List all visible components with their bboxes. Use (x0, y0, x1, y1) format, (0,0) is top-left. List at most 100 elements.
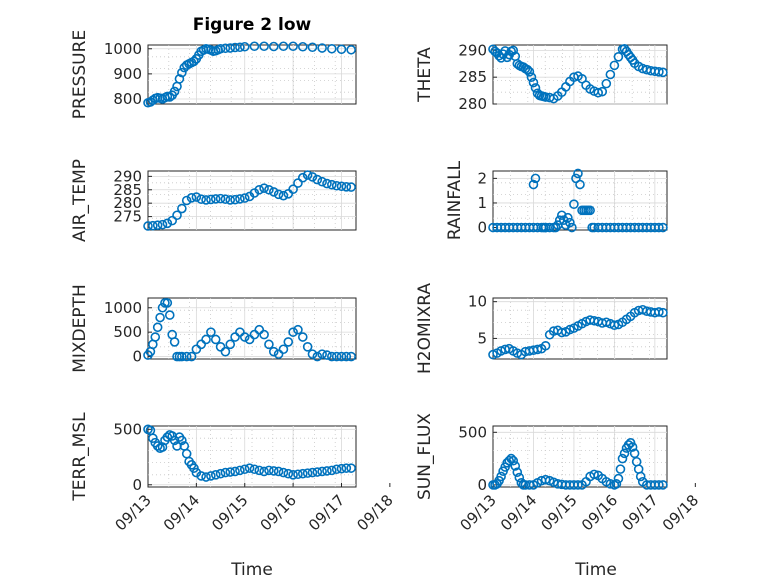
data-point (635, 471, 646, 482)
data-point (177, 435, 187, 446)
data-point (654, 480, 664, 490)
data-point (268, 41, 279, 52)
data-point (230, 42, 240, 53)
data-point (239, 41, 250, 52)
y-tick-label: 500 (113, 420, 142, 438)
x-tick-label: 09/17 (618, 491, 661, 534)
data-point (512, 467, 523, 478)
data-point (239, 464, 250, 475)
plot-area (492, 425, 668, 488)
data-point (268, 346, 279, 357)
data-point (288, 41, 298, 52)
data-point (264, 465, 274, 476)
data-point (278, 344, 289, 355)
y-tick-label: 280 (113, 194, 142, 212)
data-point (220, 346, 231, 357)
data-point (312, 467, 323, 477)
data-point (249, 464, 260, 475)
data-point (152, 322, 163, 333)
data-point (658, 307, 668, 318)
data-point (307, 172, 318, 182)
data-point (181, 351, 192, 362)
x-tick-label: 09/15 (537, 491, 580, 534)
data-point (658, 480, 668, 490)
y-axis-label: TERR_MSL (70, 412, 90, 502)
y-tick-label: 500 (458, 423, 487, 441)
data-point (613, 473, 624, 484)
data-point (259, 183, 269, 193)
data-point (528, 77, 539, 88)
data-point (609, 320, 620, 330)
data-point (239, 332, 250, 342)
data-point (327, 351, 337, 362)
data-point (259, 466, 269, 477)
y-tick-label: 1000 (104, 299, 142, 317)
data-point (220, 43, 231, 54)
data-point (157, 219, 168, 230)
data-point (617, 453, 628, 464)
data-point (627, 442, 638, 452)
data-point (268, 466, 279, 476)
data-point (249, 41, 260, 52)
y-tick-label: 2 (477, 169, 487, 187)
y-tick-label: 290 (113, 167, 142, 185)
data-point (336, 463, 347, 474)
data-point (273, 349, 284, 359)
data-point (283, 468, 294, 479)
data-point (152, 441, 163, 451)
data-point (312, 174, 323, 185)
y-axis-label: H2OMIXRA (415, 283, 435, 374)
data-point (196, 339, 207, 350)
data-point (230, 466, 240, 477)
data-point (565, 217, 575, 228)
data-point (327, 43, 337, 54)
data-point (283, 337, 294, 347)
y-axis-label: THETA (415, 47, 435, 103)
data-point (307, 349, 318, 359)
data-point (196, 194, 207, 204)
data-point (331, 464, 342, 475)
data-point (164, 310, 175, 320)
data-point (341, 463, 352, 473)
data-point (230, 194, 240, 205)
x-tick-label: 09/15 (208, 491, 251, 534)
data-point (504, 455, 514, 466)
data-point (225, 467, 236, 477)
y-tick-label: 275 (113, 208, 142, 226)
data-point (526, 72, 537, 82)
data-point (569, 199, 579, 209)
data-point (619, 448, 630, 459)
data-point (297, 332, 308, 342)
data-point (556, 210, 567, 221)
data-point (312, 351, 323, 362)
data-point (293, 469, 303, 480)
data-point (317, 176, 327, 187)
x-tick-label: 09/13 (457, 491, 500, 534)
data-point (288, 184, 298, 195)
y-tick-label: 290 (458, 41, 487, 59)
x-tick-label: 09/17 (305, 491, 348, 534)
x-tick-label: 09/14 (497, 491, 540, 534)
data-point (268, 187, 279, 197)
data-point (307, 42, 318, 53)
data-point (530, 173, 541, 184)
x-tick-label: 09/14 (160, 491, 203, 534)
data-point (658, 222, 668, 233)
data-point (297, 172, 308, 183)
y-tick-label: 0 (132, 348, 142, 366)
data-point (235, 327, 245, 337)
data-point (273, 466, 284, 477)
data-point (201, 472, 211, 482)
data-point (611, 479, 622, 489)
data-point (327, 179, 337, 190)
data-point (254, 465, 265, 476)
data-point (302, 468, 313, 478)
data-point (169, 86, 180, 97)
data-point (288, 327, 298, 337)
data-point (654, 222, 664, 233)
data-point (220, 194, 231, 204)
y-axis-label: MIXDEPTH (70, 284, 90, 373)
data-point (196, 471, 207, 481)
data-point (273, 189, 284, 200)
